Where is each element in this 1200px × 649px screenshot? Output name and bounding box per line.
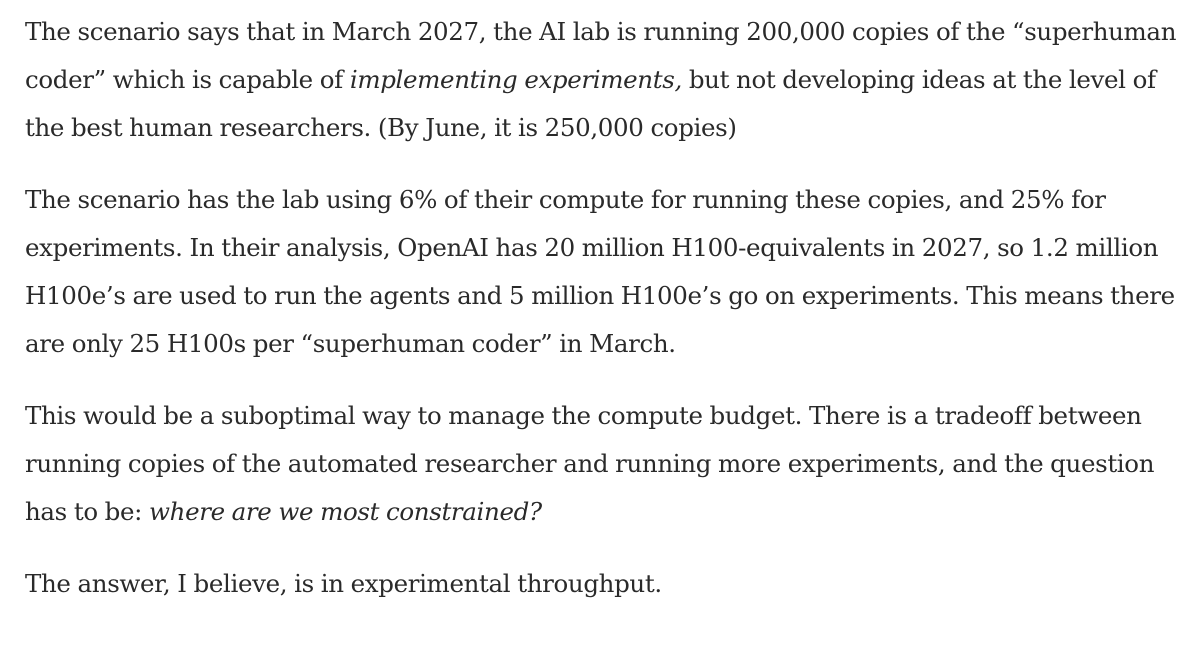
- emphasis-text: implementing experiments,: [349, 65, 682, 94]
- paragraph-tradeoff: This would be a suboptimal way to manage…: [25, 392, 1185, 536]
- emphasis-text: where are we most constrained?: [149, 497, 542, 526]
- paragraph-scenario-copies: The scenario says that in March 2027, th…: [25, 8, 1185, 152]
- article-body: The scenario says that in March 2027, th…: [25, 8, 1185, 632]
- paragraph-answer: The answer, I believe, is in experimenta…: [25, 569, 662, 598]
- paragraph-text: The scenario says that in March 2027, th…: [25, 17, 1177, 94]
- paragraph-text: This would be a suboptimal way to manage…: [25, 401, 1155, 526]
- paragraph-compute-split: The scenario has the lab using 6% of the…: [25, 185, 1175, 358]
- paragraph-text: but not developing ideas at the level of…: [25, 65, 1156, 142]
